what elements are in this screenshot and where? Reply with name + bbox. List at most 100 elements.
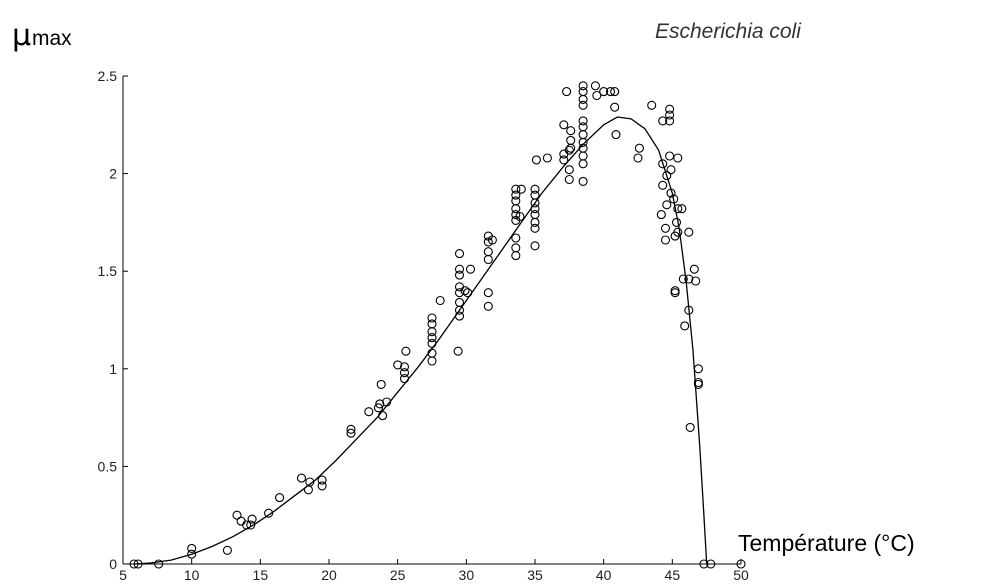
data-point — [303, 485, 313, 495]
data-point — [564, 145, 574, 155]
data-point — [665, 104, 675, 114]
data-point — [264, 508, 274, 518]
data-point — [296, 473, 307, 483]
data-point — [633, 153, 643, 163]
data-point — [378, 411, 388, 421]
y-tick-label: 2.5 — [98, 68, 118, 84]
data-point — [693, 364, 703, 374]
data-point — [427, 356, 437, 366]
data-point — [382, 397, 392, 407]
fit-curve — [133, 116, 708, 565]
data-point — [677, 204, 687, 214]
data-point — [578, 151, 588, 161]
chart-title: Escherichia coli — [655, 20, 801, 43]
data-point — [578, 130, 588, 140]
data-point — [578, 87, 588, 97]
data-point — [673, 227, 683, 237]
data-point — [453, 346, 463, 356]
data-point — [454, 297, 465, 307]
data-point — [511, 233, 521, 243]
x-tick-label: 40 — [596, 567, 612, 583]
data-point — [562, 87, 572, 97]
data-point — [665, 151, 675, 161]
data-point — [530, 210, 540, 220]
data-point — [375, 399, 385, 409]
data-point — [658, 159, 668, 169]
data-point — [658, 180, 668, 190]
data-point — [317, 475, 327, 485]
data-point — [656, 210, 666, 220]
x-tick-label: 50 — [733, 567, 749, 583]
data-point — [662, 171, 672, 181]
data-point — [435, 295, 445, 306]
y-tick-label: 0 — [109, 556, 117, 572]
data-point — [129, 559, 139, 569]
axes — [122, 76, 741, 565]
data-point — [566, 135, 576, 145]
data-point — [658, 116, 668, 126]
data-point — [706, 559, 716, 569]
data-point — [242, 520, 252, 530]
data-point — [454, 270, 465, 280]
data-point — [689, 264, 699, 274]
data-point — [530, 217, 540, 227]
x-tick-label: 10 — [184, 567, 200, 583]
data-point — [454, 311, 465, 321]
y-axis-label-subscript: max — [32, 27, 72, 50]
data-point — [247, 514, 257, 524]
y-tick-label: 1 — [109, 361, 117, 377]
data-point — [317, 481, 327, 491]
y-tick-label: 1.5 — [98, 263, 118, 279]
data-point — [611, 130, 621, 140]
data-point — [187, 549, 197, 559]
data-point — [662, 200, 672, 210]
data-point — [376, 379, 386, 389]
data-point — [393, 360, 403, 370]
data-point — [511, 184, 521, 194]
data-point — [483, 237, 493, 247]
data-point — [364, 407, 374, 417]
data-point — [693, 379, 703, 389]
data-point — [275, 493, 285, 503]
data-point — [530, 204, 540, 214]
data-point — [530, 241, 540, 251]
data-point — [401, 346, 411, 356]
data-point — [559, 155, 569, 165]
data-point — [487, 235, 497, 245]
data-point — [666, 188, 676, 198]
x-axis-label: Température (°C) — [738, 530, 915, 556]
data-point — [673, 204, 683, 214]
data-point — [605, 87, 616, 97]
data-point — [634, 143, 644, 153]
data-point — [670, 288, 680, 298]
data-point — [680, 321, 690, 331]
data-points — [129, 81, 746, 569]
data-point — [483, 247, 493, 257]
data-point — [516, 184, 526, 194]
data-point — [427, 313, 437, 323]
data-point — [665, 110, 675, 120]
data-point — [511, 251, 521, 261]
data-point — [465, 264, 476, 274]
data-point — [647, 100, 657, 110]
data-point — [530, 184, 540, 194]
data-point — [399, 362, 410, 372]
data-point — [427, 333, 437, 343]
data-point — [133, 559, 143, 569]
data-point — [460, 286, 470, 296]
data-point — [399, 368, 410, 378]
data-point — [578, 176, 588, 186]
data-point — [578, 122, 588, 132]
data-point — [736, 559, 746, 569]
data-point — [685, 422, 695, 432]
data-point — [246, 520, 256, 530]
data-point — [511, 190, 521, 200]
data-point — [222, 545, 232, 555]
data-point — [511, 210, 521, 220]
data-point — [232, 510, 242, 520]
data-point — [187, 543, 197, 553]
data-point — [660, 223, 671, 233]
data-point — [559, 120, 569, 130]
data-point — [578, 100, 588, 110]
data-point — [483, 301, 493, 311]
